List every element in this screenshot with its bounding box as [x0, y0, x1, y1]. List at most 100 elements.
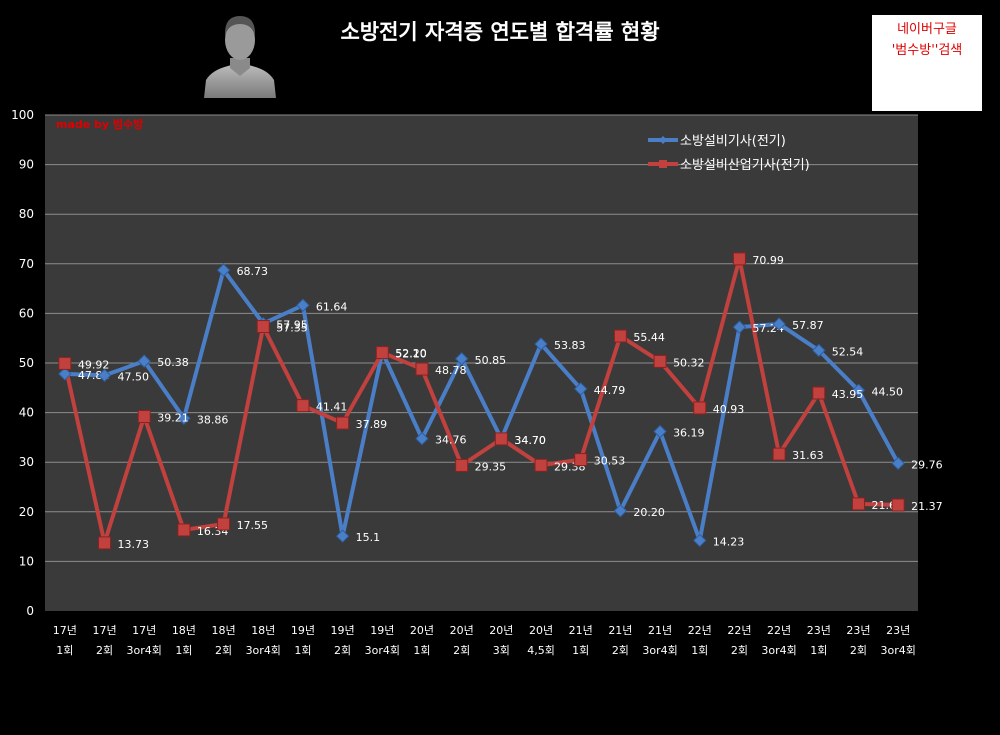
x-tick-label-round: 3or4회: [761, 644, 796, 657]
data-label-series-2: 43.95: [832, 388, 864, 401]
x-tick-label-round: 1회: [175, 644, 192, 657]
data-point-series-1: [573, 382, 588, 396]
x-tick-label-round: 2회: [612, 644, 629, 657]
data-label-series-2: 34.70: [514, 434, 546, 447]
x-tick-label-year: 17년: [92, 624, 116, 637]
data-label-series-2: 29.35: [475, 460, 507, 473]
data-point-series-1: [177, 411, 191, 425]
data-label-series-2: 21.37: [911, 500, 943, 513]
ad-line-1: 네이버구글: [897, 22, 957, 37]
data-label-series-2: 31.63: [792, 449, 824, 462]
data-point-series-2: [772, 447, 786, 461]
data-point-series-2: [137, 410, 151, 424]
x-tick-label-year: 21년: [648, 624, 672, 637]
data-label-series-1: 53.83: [554, 339, 586, 352]
data-label-series-2: 39.21: [157, 412, 189, 425]
x-tick-label-year: 22년: [727, 624, 751, 637]
x-tick-label-round: 3or4회: [365, 644, 400, 657]
data-point-series-1: [58, 367, 72, 381]
data-point-series-1: [693, 533, 707, 548]
x-tick-label-round: 1회: [810, 644, 827, 657]
data-label-series-1: 61.64: [316, 300, 348, 313]
x-tick-label-round: 4,5회: [527, 644, 555, 657]
data-point-series-1: [296, 298, 310, 312]
data-label-series-2: 49.92: [78, 358, 110, 371]
data-point-series-2: [534, 458, 548, 472]
chart-title: 소방전기 자격증 연도별 합격률 현황: [340, 20, 660, 44]
data-point-series-1: [415, 431, 429, 446]
data-label-series-1: 52.54: [832, 345, 864, 358]
x-tick-label-round: 1회: [691, 644, 708, 657]
data-label-series-2: 48.78: [435, 364, 467, 377]
y-tick-label: 50: [19, 356, 34, 370]
data-label-series-2: 55.44: [633, 331, 665, 344]
x-tick-label-year: 18년: [212, 624, 236, 637]
x-tick-label-round: 3or4회: [880, 644, 915, 657]
data-label-series-2: 41.41: [316, 401, 348, 414]
legend-marker-2: [659, 160, 667, 168]
data-point-series-2: [415, 362, 429, 376]
x-tick-label-round: 1회: [294, 644, 311, 657]
x-tick-label-round: 3회: [493, 644, 510, 657]
person-avatar-icon: [204, 16, 276, 98]
legend-marker-1: [659, 136, 667, 144]
data-point-series-2: [336, 416, 350, 430]
data-point-series-2: [891, 498, 905, 512]
data-point-series-2: [494, 432, 508, 446]
x-tick-label-round: 2회: [96, 644, 113, 657]
x-tick-label-year: 19년: [331, 624, 355, 637]
data-point-series-1: [772, 317, 786, 331]
y-tick-label: 40: [19, 406, 34, 420]
data-point-series-2: [296, 399, 310, 413]
data-label-series-1: 34.70: [514, 434, 546, 447]
data-label-series-1: 20.20: [633, 506, 665, 519]
data-label-series-2: 50.32: [673, 356, 705, 369]
y-tick-label: 10: [19, 554, 34, 568]
x-tick-label-year: 20년: [450, 624, 474, 637]
data-point-series-2: [98, 536, 112, 550]
x-tick-label-round: 1회: [413, 644, 430, 657]
x-tick-label-year: 21년: [569, 624, 593, 637]
data-point-series-2: [58, 356, 72, 370]
data-label-series-1: 57.95: [276, 319, 308, 332]
data-label-series-1: 68.73: [237, 265, 269, 278]
data-label-series-1: 47.50: [118, 370, 150, 383]
data-label-series-2: 37.89: [356, 418, 388, 431]
data-point-series-1: [335, 529, 350, 543]
x-tick-label-year: 17년: [53, 624, 77, 637]
data-point-series-1: [216, 263, 231, 277]
data-point-series-2: [217, 517, 231, 531]
y-tick-label: 30: [19, 455, 34, 469]
data-label-series-2: 17.55: [237, 519, 269, 532]
data-label-series-1: 50.85: [475, 354, 507, 367]
legend-label-1: 소방설비기사(전기): [680, 134, 786, 149]
y-tick-label: 90: [19, 158, 34, 172]
data-label-series-2: 40.93: [713, 403, 745, 416]
data-label-series-1: 44.79: [594, 384, 626, 397]
x-tick-label-year: 20년: [410, 624, 434, 637]
ad-line-2: '범수방''검색: [891, 43, 963, 58]
data-point-series-1: [137, 354, 151, 368]
x-tick-label-round: 2회: [453, 644, 470, 657]
data-label-series-1: 15.1: [356, 531, 381, 544]
y-tick-label: 70: [19, 257, 34, 271]
search-hint-box: 네이버구글 '범수방''검색: [872, 15, 982, 111]
data-label-series-1: 29.76: [911, 458, 943, 471]
y-tick-label: 100: [11, 108, 34, 122]
data-label-series-2: 13.73: [118, 538, 150, 551]
x-tick-label-year: 23년: [886, 624, 910, 637]
x-tick-label-year: 20년: [529, 624, 553, 637]
data-label-series-2: 57.35: [276, 322, 308, 335]
series-line-1: [64, 268, 900, 543]
data-point-series-1: [534, 337, 548, 351]
data-point-series-2: [455, 458, 469, 472]
x-tick-label-year: 18년: [172, 624, 196, 637]
data-label-series-1: 44.50: [871, 385, 903, 398]
data-point-series-2: [375, 346, 389, 360]
y-tick-label: 20: [19, 505, 34, 519]
x-tick-label-year: 21년: [608, 624, 632, 637]
data-label-series-1: 50.38: [157, 356, 189, 369]
x-tick-label-round: 1회: [572, 644, 589, 657]
data-label-series-2: 30.53: [594, 455, 626, 468]
